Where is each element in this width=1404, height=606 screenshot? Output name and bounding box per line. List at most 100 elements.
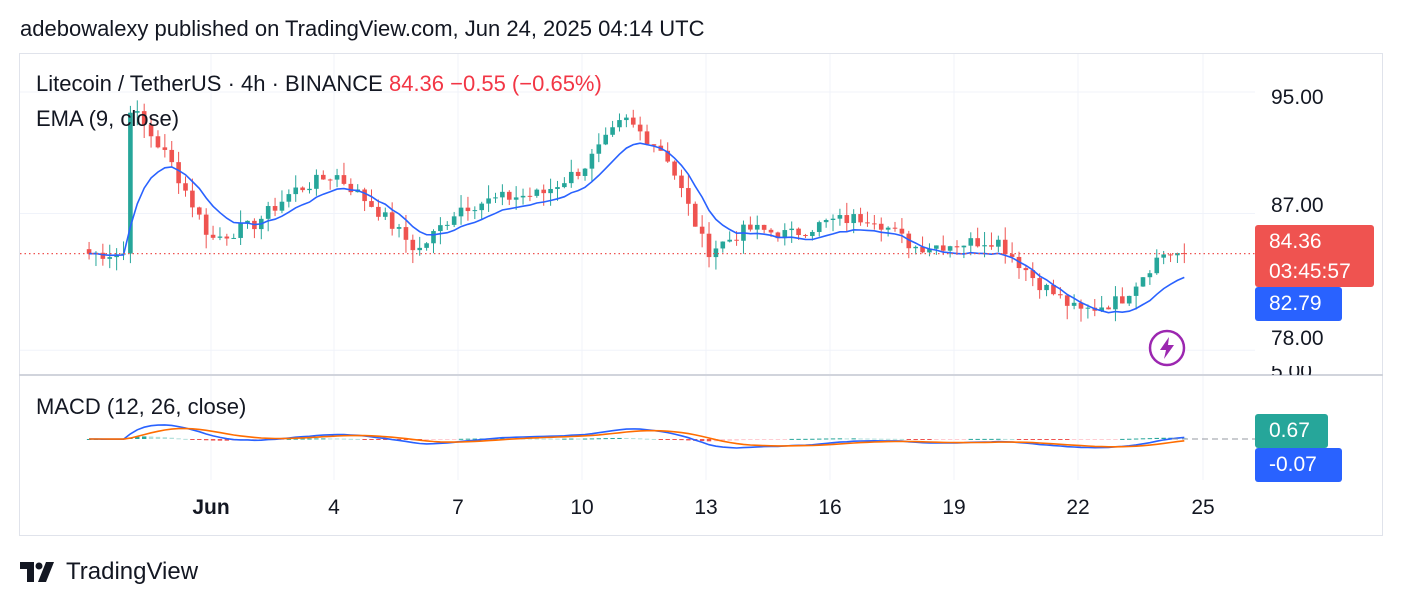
histogram-bar (941, 439, 946, 440)
candle-body (107, 257, 113, 259)
macd-line (89, 424, 1185, 449)
candle-body (506, 191, 512, 200)
candle-body (699, 226, 705, 234)
histogram-bar (169, 437, 174, 439)
histogram-bar (1065, 439, 1070, 440)
ema-line (89, 142, 1185, 314)
histogram-bar (1182, 437, 1187, 439)
candle-body (1085, 307, 1091, 309)
candle-body (568, 171, 574, 184)
candle-body (920, 246, 925, 253)
candle-body (86, 249, 92, 254)
candle-body (1126, 295, 1132, 304)
candle-body (851, 214, 856, 224)
histogram-bar (183, 438, 188, 440)
candle-body (982, 245, 987, 247)
candle-body (534, 189, 540, 196)
histogram-bar (500, 438, 505, 440)
candle-body (1120, 296, 1125, 304)
histogram-bar (734, 439, 739, 441)
candle-body (493, 197, 498, 199)
candle-body (589, 153, 595, 169)
histogram-bar (314, 438, 319, 440)
histogram-bar (1133, 438, 1139, 440)
last-price: 84.36 (388, 71, 445, 96)
candle-body (610, 127, 615, 135)
histogram-bar (631, 438, 636, 440)
candle-body (286, 194, 292, 202)
histogram-bar (961, 439, 967, 440)
histogram-bar (748, 439, 753, 440)
candle-body (245, 220, 250, 224)
candle-body (500, 191, 505, 198)
histogram-bar (913, 439, 918, 440)
candle-body (665, 150, 670, 162)
candle-body (989, 245, 994, 247)
histogram-bar (934, 439, 939, 440)
candle-body (348, 183, 354, 193)
histogram-bar (383, 439, 388, 440)
histogram-bar (176, 438, 181, 440)
histogram-bar (203, 439, 209, 441)
histogram-bar (879, 438, 884, 440)
candle-body (934, 245, 939, 249)
histogram-bar (293, 438, 298, 440)
ema-legend[interactable]: EMA (9, close) (36, 106, 180, 131)
histogram-bar (885, 438, 891, 440)
histogram-bar (148, 436, 154, 439)
candle-body (465, 207, 471, 212)
histogram-bar (699, 439, 705, 442)
histogram-bar (927, 439, 932, 440)
candle-body (527, 195, 533, 197)
tradingview-logo-icon (20, 562, 54, 582)
candle-body (134, 111, 140, 113)
histogram-bar (1127, 438, 1132, 440)
candle-body (789, 228, 794, 231)
candle-body (327, 179, 333, 181)
histogram-bar (672, 439, 677, 440)
candle-body (768, 229, 774, 233)
candle-body (320, 174, 326, 180)
candle-body (548, 188, 553, 194)
candle-body (293, 187, 299, 195)
candle-body (947, 246, 953, 251)
candle-body (761, 224, 767, 230)
histogram-bar (1044, 439, 1049, 440)
candle-body (424, 243, 429, 248)
histogram-bar (555, 438, 560, 440)
histogram-bar (562, 438, 567, 440)
candle-body (389, 212, 395, 229)
macd-value-badge: -0.07 (1255, 448, 1342, 482)
histogram-bar (706, 439, 712, 442)
histogram-bar (823, 438, 829, 440)
candle-body (1044, 284, 1049, 291)
candle-body (196, 207, 202, 215)
macd-legend[interactable]: MACD (12, 26, close) (36, 394, 247, 419)
candle-body (913, 246, 918, 249)
candle-body (272, 206, 278, 211)
histogram-bar (1092, 439, 1097, 440)
candle-body (479, 203, 485, 211)
histogram-bar (162, 437, 168, 439)
x-label-7: 7 (452, 496, 464, 519)
candle-body (1161, 254, 1166, 258)
histogram-bar (975, 438, 980, 440)
histogram-bar (197, 439, 202, 440)
histogram-bar (665, 439, 670, 440)
symbol-legend[interactable]: Litecoin / TetherUS · 4h · BINANCE 84.36… (36, 71, 602, 97)
histogram-bar (865, 438, 870, 440)
candle-body (713, 248, 719, 258)
histogram-bar (279, 439, 285, 440)
x-label-10: 10 (570, 496, 594, 519)
candle-body (486, 198, 491, 204)
candle-body (148, 124, 154, 137)
histogram-bar (775, 439, 781, 440)
candle-body (431, 231, 436, 244)
histogram-bar (858, 438, 863, 440)
histogram-bar (355, 438, 360, 440)
lightning-bolt-icon[interactable] (1148, 329, 1186, 367)
candle-body (341, 175, 347, 184)
histogram-value-badge: 0.67 (1255, 414, 1328, 448)
histogram-bar (1099, 439, 1104, 440)
